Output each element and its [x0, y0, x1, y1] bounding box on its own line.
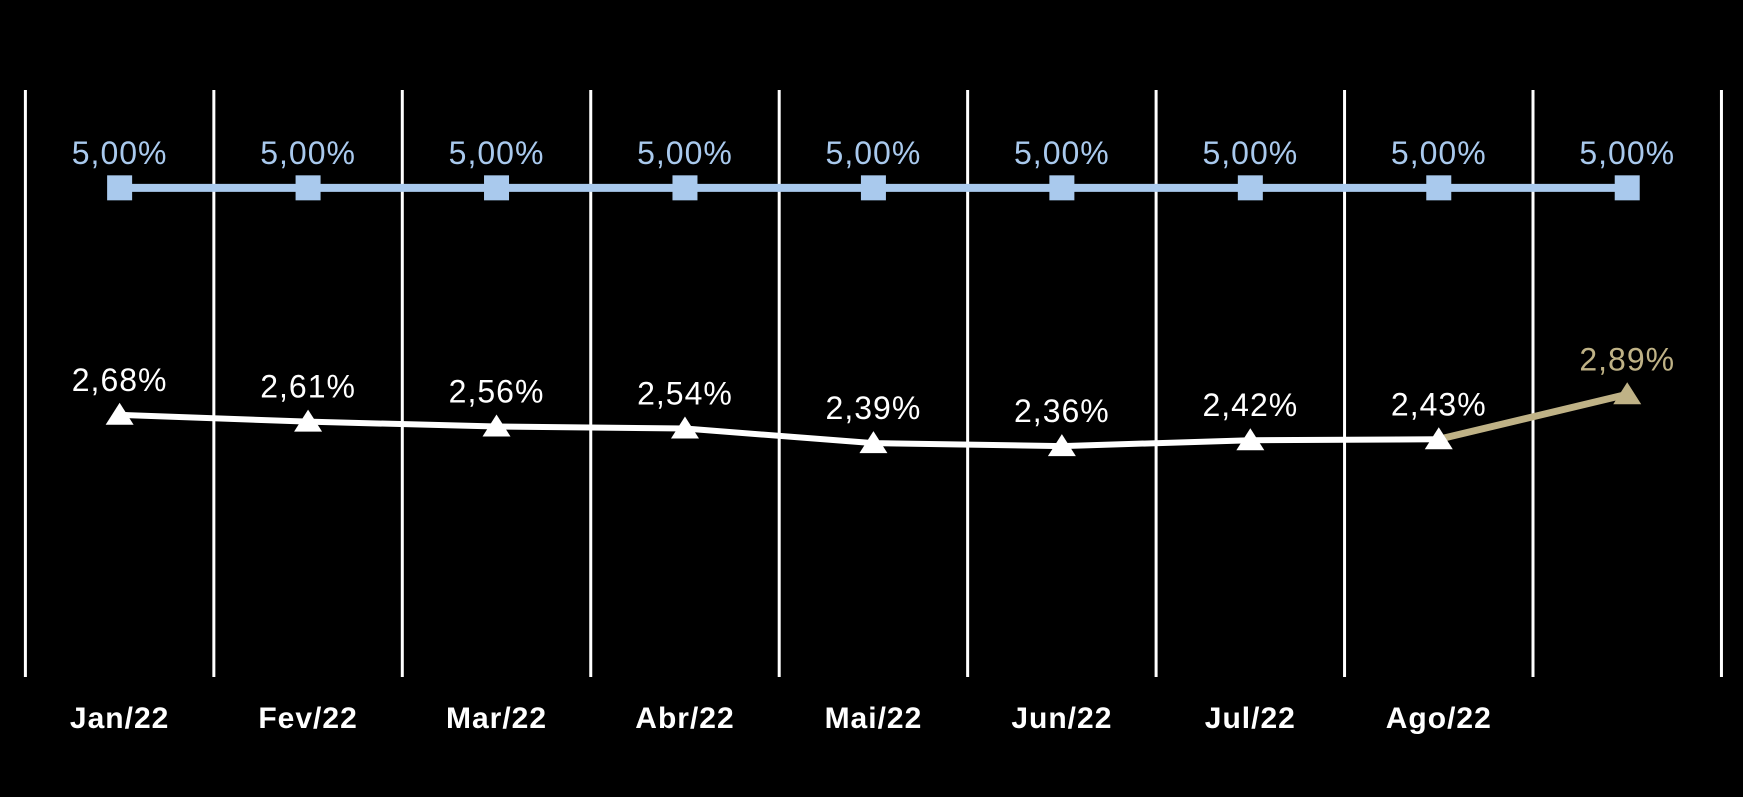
target-marker-square	[1614, 175, 1640, 201]
x-axis-label: Mai/22	[825, 702, 923, 735]
target-marker-square	[107, 175, 133, 201]
target-data-label: 5,00%	[260, 135, 356, 171]
rate-marker-triangle	[1424, 427, 1453, 450]
rate-data-label-highlight: 2,89%	[1579, 341, 1675, 377]
target-data-label: 5,00%	[1579, 135, 1675, 171]
x-axis-label: Abr/22	[635, 702, 734, 735]
target-data-label: 5,00%	[72, 135, 168, 171]
target-marker-square	[295, 175, 321, 201]
rate-marker-triangle	[1236, 428, 1265, 451]
target-marker-square	[1237, 175, 1263, 201]
rate-data-label: 2,54%	[637, 376, 733, 412]
target-data-label: 5,00%	[637, 135, 733, 171]
target-data-label: 5,00%	[1014, 135, 1110, 171]
rate-marker-triangle-highlight	[1613, 382, 1642, 405]
x-axis-label: Jan/22	[70, 702, 169, 735]
rate-data-label: 2,61%	[260, 369, 356, 405]
target-data-label: 5,00%	[1391, 135, 1487, 171]
rate-data-label: 2,42%	[1202, 387, 1298, 423]
x-axis-label: Mar/22	[446, 702, 547, 735]
rate-marker-triangle	[105, 402, 134, 425]
target-data-label: 5,00%	[1202, 135, 1298, 171]
target-marker-square	[1049, 175, 1075, 201]
target-marker-square	[484, 175, 510, 201]
x-axis-label: Jun/22	[1011, 702, 1112, 735]
target-marker-square	[672, 175, 698, 201]
x-axis-label: Fev/22	[258, 702, 357, 735]
target-marker-square	[860, 175, 886, 201]
rate-data-label: 2,39%	[826, 390, 922, 426]
rate-data-label: 2,36%	[1014, 393, 1110, 429]
rate-marker-triangle	[1047, 434, 1076, 457]
x-axis-label: Jul/22	[1205, 702, 1296, 735]
target-marker-square	[1426, 175, 1452, 201]
rate-series-line	[116, 411, 1442, 450]
x-axis-label: Ago/22	[1386, 702, 1492, 735]
rate-marker-triangle	[859, 431, 888, 454]
rate-data-label: 2,68%	[72, 362, 168, 398]
rate-series-highlight-segment	[1435, 390, 1631, 443]
rate-marker-triangle	[294, 409, 323, 432]
rate-marker-triangle	[482, 414, 511, 437]
target-data-label: 5,00%	[449, 135, 545, 171]
rate-data-label: 2,43%	[1391, 386, 1487, 422]
target-data-label: 5,00%	[826, 135, 922, 171]
rate-data-label: 2,56%	[449, 374, 545, 410]
rate-marker-triangle	[670, 416, 699, 439]
